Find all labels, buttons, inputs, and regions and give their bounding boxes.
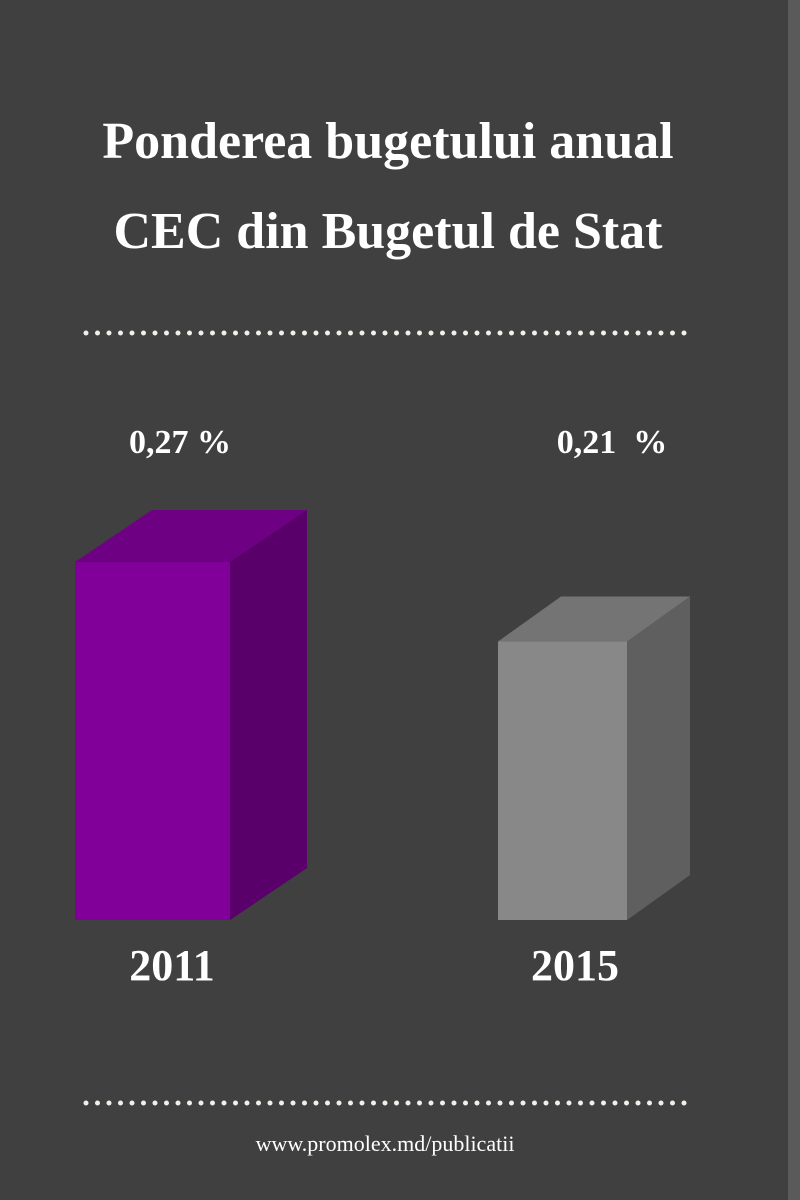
title-line: Ponderea bugetului anual <box>102 113 673 170</box>
category-label: 2011 <box>129 941 215 990</box>
bar-side-shade <box>627 596 690 920</box>
value-label: 0,21 % <box>557 424 668 461</box>
source: www.promolex.md/publicatii <box>256 1131 515 1156</box>
bar-top-shade <box>498 596 690 642</box>
bar-top <box>498 596 690 642</box>
bar-top <box>75 509 307 562</box>
bar-side <box>230 509 307 920</box>
category-label: 2015 <box>531 941 619 990</box>
bar-top-shade <box>75 509 307 562</box>
bar-side-shade <box>230 509 307 920</box>
bar-side <box>627 596 690 920</box>
bar-front <box>498 641 627 920</box>
title-line: CEC din Bugetul de Stat <box>114 203 664 260</box>
bar-front <box>75 561 230 920</box>
value-label: 0,27 % <box>129 424 231 461</box>
edge-strip <box>788 0 800 1200</box>
